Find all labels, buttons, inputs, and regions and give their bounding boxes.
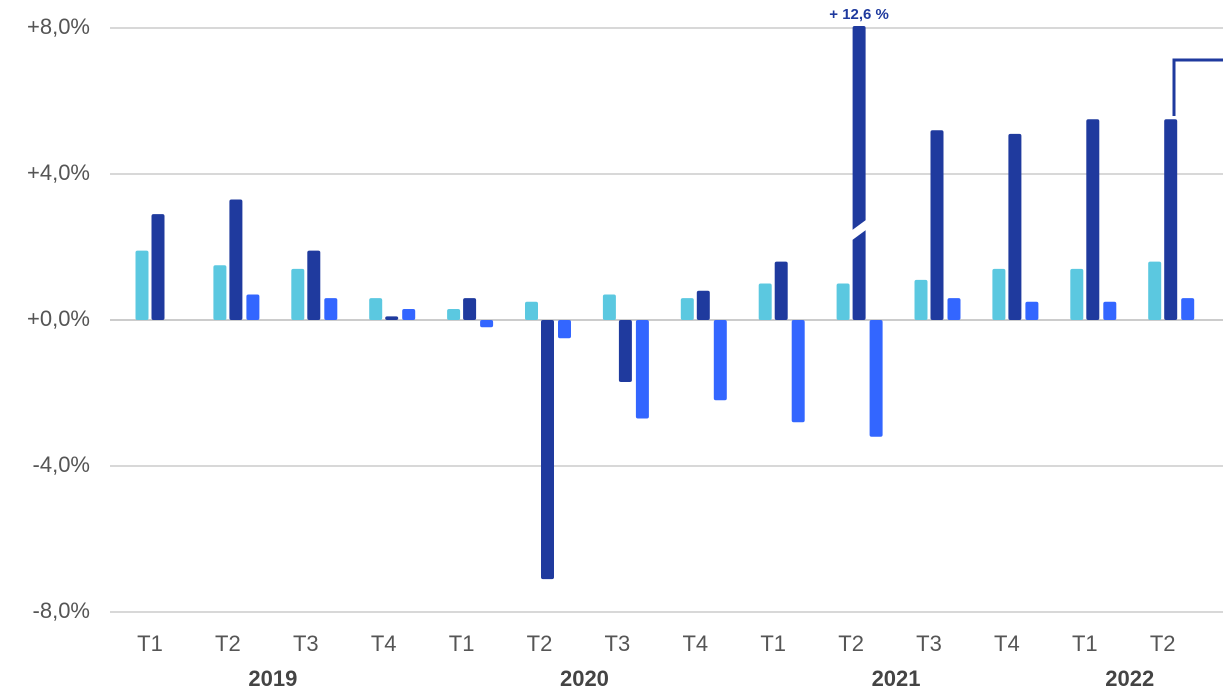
bar [541, 320, 554, 580]
axis-break [849, 218, 869, 242]
group-label: 2019 [248, 666, 297, 690]
bar [836, 283, 850, 320]
bar [1008, 133, 1022, 320]
bar [385, 316, 399, 320]
bar [947, 298, 961, 320]
bar [369, 298, 383, 320]
bar [791, 320, 805, 423]
bar [696, 290, 710, 320]
x-tick-label: T3 [916, 631, 942, 656]
bar [1103, 301, 1117, 320]
bar [307, 250, 321, 320]
x-tick-label: T2 [527, 631, 553, 656]
bar [602, 294, 616, 320]
bar [992, 268, 1006, 320]
y-tick-label: +4,0% [27, 160, 90, 185]
y-tick-label: +8,0% [27, 14, 90, 39]
bar [869, 320, 883, 437]
bar [1164, 119, 1178, 320]
bar [618, 320, 632, 383]
bar [635, 320, 649, 419]
y-tick-label: -8,0% [33, 598, 90, 623]
bar [680, 298, 694, 320]
bar [447, 309, 461, 320]
bar [1181, 298, 1195, 320]
x-tick-label: T3 [293, 631, 319, 656]
group-label: 2020 [560, 666, 609, 690]
value-label: + 12,6 % [829, 6, 889, 23]
y-tick-label: -4,0% [33, 452, 90, 477]
bar [229, 199, 243, 320]
x-tick-label: T4 [682, 631, 708, 656]
annotation-bracket [1172, 58, 1223, 116]
bar [930, 130, 944, 320]
bar [463, 298, 477, 320]
bar [246, 294, 260, 320]
bar [713, 320, 727, 401]
group-label: 2022 [1105, 666, 1154, 690]
bar [758, 283, 772, 320]
bar [1025, 301, 1039, 320]
y-tick-label: +0,0% [27, 306, 90, 331]
x-tick-label: T4 [371, 631, 397, 656]
bar [558, 320, 571, 339]
bar [852, 26, 866, 320]
bar [774, 261, 788, 320]
bar [480, 320, 494, 328]
x-tick-label: T4 [994, 631, 1020, 656]
x-tick-label: T3 [605, 631, 631, 656]
x-tick-label: T1 [449, 631, 475, 656]
group-label: 2021 [872, 666, 921, 690]
bar [151, 214, 165, 320]
bar [1086, 119, 1100, 320]
x-tick-label: T2 [215, 631, 241, 656]
bar [914, 279, 928, 320]
bar [1070, 268, 1084, 320]
x-tick-label: T1 [760, 631, 786, 656]
x-tick-label: T2 [838, 631, 864, 656]
bar [525, 301, 538, 320]
bar [402, 309, 416, 320]
x-tick-label: T1 [137, 631, 163, 656]
bar [1148, 261, 1162, 320]
bar [213, 265, 227, 320]
bar [291, 268, 305, 320]
bar [135, 250, 149, 320]
bar [324, 298, 338, 320]
x-tick-label: T1 [1072, 631, 1098, 656]
x-tick-label: T2 [1150, 631, 1176, 656]
